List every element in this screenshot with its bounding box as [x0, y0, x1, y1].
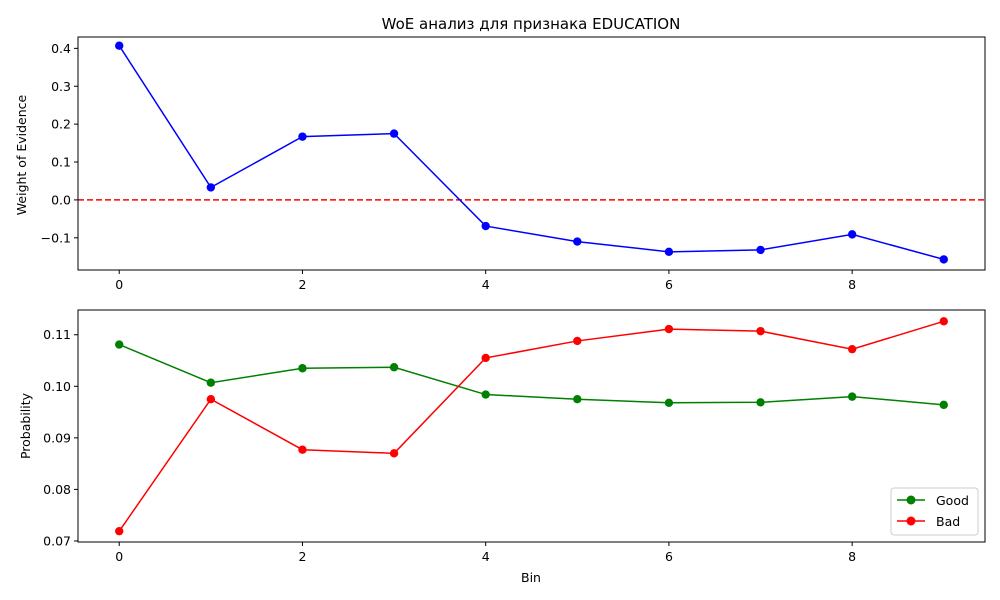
series-line-woe: [118, 45, 944, 261]
legend-label-good: Good: [936, 493, 969, 508]
y-tick-label-probability: 0.07: [43, 533, 71, 548]
y-tick-label-probability: 0.11: [43, 327, 71, 342]
x-tick-label-probability: 4: [482, 549, 490, 564]
y-tick-label-woe: 0.3: [51, 79, 71, 94]
y-tick-label-probability: 0.09: [43, 430, 71, 445]
data-point-bad: [756, 326, 765, 336]
data-point-good: [298, 364, 307, 373]
y-tick-label-woe: −0.1: [41, 230, 71, 245]
y-tick-label-probability: 0.08: [43, 482, 71, 497]
data-point-woe: [847, 230, 857, 239]
data-point-bad: [115, 526, 124, 536]
series-line-bad: [118, 320, 944, 532]
y-tick-label-probability: 0.10: [43, 379, 71, 394]
y-tick-label-woe: 0.4: [51, 41, 71, 56]
y-axis-title-woe: Weight of Evidence: [14, 94, 29, 215]
y-tick-label-woe: 0.1: [51, 155, 71, 170]
y-axis-title-probability: Probability: [18, 392, 33, 459]
data-point-woe: [573, 237, 582, 246]
data-point-woe: [206, 183, 216, 192]
data-point-woe: [481, 221, 490, 231]
data-point-bad: [939, 317, 948, 326]
data-point-bad: [481, 353, 490, 363]
y-tick-label-woe: 0.2: [51, 117, 71, 132]
x-tick-label-probability: 8: [848, 549, 856, 564]
x-tick-label-probability: 2: [298, 549, 306, 564]
x-tick-label-probability: 0: [115, 549, 123, 564]
data-point-bad: [206, 394, 216, 404]
data-point-good: [389, 363, 399, 372]
data-point-good: [664, 398, 674, 407]
data-point-woe: [664, 247, 674, 257]
data-point-bad: [389, 449, 399, 458]
x-tick-label-woe: 8: [848, 277, 856, 292]
legend: Good Bad: [890, 487, 979, 536]
woe-panel: WoE анализ для признака EDUCATION Weight…: [14, 15, 986, 292]
data-point-good: [573, 394, 582, 404]
x-axis-title-bin: Bin: [521, 570, 541, 585]
data-point-good: [206, 378, 216, 387]
data-point-good: [939, 400, 948, 410]
data-point-woe: [389, 129, 399, 138]
x-tick-label-woe: 4: [482, 277, 490, 292]
y-tick-label-woe: 0.0: [51, 192, 71, 207]
data-point-good: [756, 398, 765, 407]
data-point-good: [847, 392, 857, 401]
probability-panel: Probability Bin 0.07 0.08 0.09 0.10 0.11 0 2 4 6…: [18, 309, 986, 585]
series-line-good: [118, 343, 944, 406]
x-tick-label-probability: 6: [665, 549, 673, 564]
legend-label-bad: Bad: [936, 514, 960, 529]
data-point-bad: [847, 344, 857, 354]
data-point-woe: [756, 245, 765, 255]
plot-frame-woe: [77, 36, 986, 271]
data-point-bad: [664, 324, 674, 334]
data-point-bad: [573, 336, 582, 346]
x-tick-label-woe: 0: [115, 277, 123, 292]
plot-frame-probability: [77, 309, 986, 543]
legend-marker-bad: [906, 516, 916, 526]
data-point-woe: [298, 132, 307, 141]
x-tick-label-woe: 2: [298, 277, 306, 292]
data-point-good: [115, 340, 124, 349]
legend-marker-good: [906, 495, 916, 505]
data-point-woe: [115, 41, 124, 50]
x-tick-label-woe: 6: [665, 277, 673, 292]
data-point-good: [481, 390, 490, 399]
chart-title: WoE анализ для признака EDUCATION: [382, 15, 681, 33]
data-point-woe: [939, 255, 948, 264]
data-point-bad: [298, 445, 307, 454]
